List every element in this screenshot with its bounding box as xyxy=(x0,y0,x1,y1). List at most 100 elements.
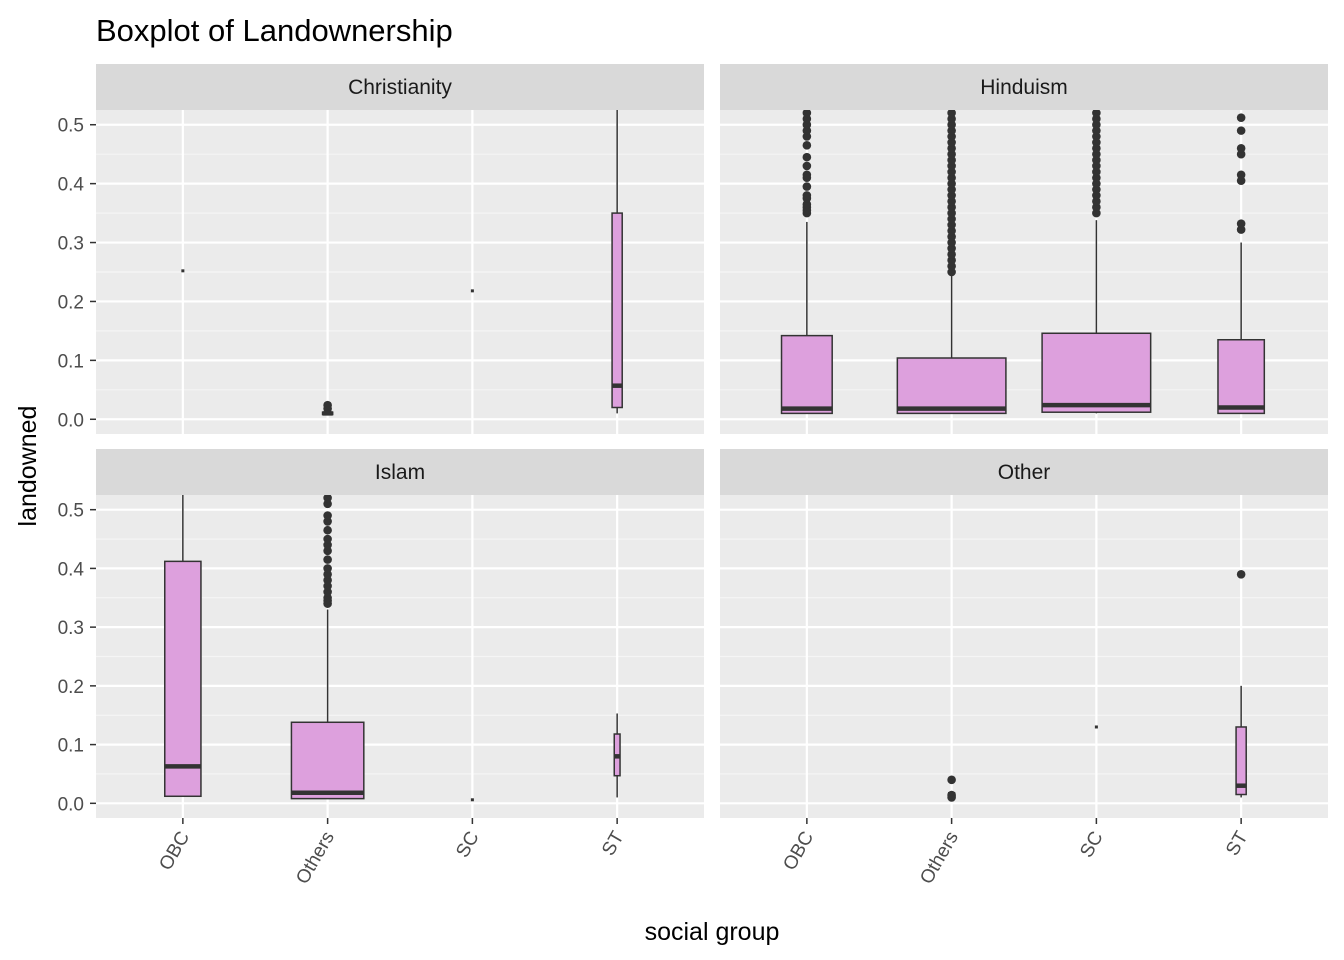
outlier-point xyxy=(947,132,956,141)
outlier-point xyxy=(802,126,812,135)
facet-panel-hinduism: Hinduism xyxy=(720,64,1328,434)
outlier-point xyxy=(323,534,332,544)
y-tick-label: 0.0 xyxy=(58,410,84,431)
single-value-mark xyxy=(470,798,474,802)
outlier-point xyxy=(802,161,812,171)
outlier-point xyxy=(947,114,956,124)
outlier-point xyxy=(802,141,812,150)
outlier-point xyxy=(1236,113,1246,122)
outlier-point xyxy=(948,110,955,112)
y-tick-label: 0.3 xyxy=(58,618,84,639)
outlier-point xyxy=(802,152,812,162)
outlier-point xyxy=(1092,132,1101,141)
outlier-point xyxy=(947,167,956,177)
y-tick-label: 0.0 xyxy=(58,794,84,815)
outlier-point xyxy=(323,555,332,564)
y-axis-title: landowned xyxy=(14,406,42,527)
outlier-point xyxy=(1236,149,1246,159)
outlier-point xyxy=(947,126,956,135)
x-tick-label: ST xyxy=(598,828,629,860)
y-tick-label: 0.3 xyxy=(58,234,84,255)
y-tick-label: 0.4 xyxy=(58,559,85,580)
outlier-point xyxy=(947,267,956,277)
outlier-point xyxy=(947,220,956,230)
outlier-point xyxy=(947,155,956,165)
x-tick-label: OBC xyxy=(779,828,818,874)
outlier-point xyxy=(323,525,332,535)
outlier-point xyxy=(947,226,956,236)
outlier-point xyxy=(947,173,956,183)
outlier-point xyxy=(1092,138,1101,147)
outlier-point xyxy=(1092,208,1101,218)
outlier-point xyxy=(947,110,956,118)
outlier-point xyxy=(1092,114,1101,124)
x-axis-title: social group xyxy=(645,918,780,946)
outlier-point xyxy=(1093,110,1100,112)
facet-panel-christianity: Christianity 0.0 0.1 0.2 0.3 0.4 0.5 xyxy=(58,64,704,434)
outlier-point xyxy=(947,143,956,153)
outlier-point xyxy=(323,495,332,503)
outlier-point xyxy=(947,191,956,200)
y-tick-label: 0.2 xyxy=(58,292,84,313)
outlier-point xyxy=(1236,225,1246,234)
outlier-point xyxy=(947,202,956,212)
box-others xyxy=(290,721,365,800)
outlier-point xyxy=(1092,110,1101,118)
outlier-point xyxy=(947,232,956,241)
box-sc xyxy=(1041,332,1152,413)
outlier-point xyxy=(1092,143,1101,153)
outlier-point xyxy=(1236,143,1246,153)
outlier-point xyxy=(802,182,812,191)
box-st xyxy=(611,212,623,409)
outlier-point xyxy=(1092,161,1101,171)
outlier-point xyxy=(803,110,810,112)
facet-panel-other: Other OBC Others SC ST xyxy=(720,449,1328,888)
facet-strip xyxy=(720,449,1328,495)
outlier-point xyxy=(1092,149,1101,159)
outlier-point xyxy=(947,214,956,224)
outlier-point xyxy=(947,149,956,159)
box-st xyxy=(1235,726,1247,796)
outlier-point xyxy=(802,120,812,130)
outlier-point xyxy=(1236,219,1246,228)
box-obc xyxy=(164,560,202,798)
panel-data-marks xyxy=(164,495,621,802)
outlier-point xyxy=(1092,155,1101,165)
single-value-mark xyxy=(181,269,185,273)
outlier-point xyxy=(947,179,956,188)
y-tick-label: 0.5 xyxy=(58,501,84,522)
facet-strip-label: Other xyxy=(998,461,1051,484)
outlier-point xyxy=(1236,176,1246,185)
outlier-point xyxy=(1092,191,1101,200)
y-tick-label: 0.2 xyxy=(58,677,84,698)
y-tick-label: 0.5 xyxy=(58,116,84,137)
panel-data-marks xyxy=(181,110,623,416)
single-value-mark xyxy=(1094,725,1098,729)
outlier-point xyxy=(323,564,332,573)
x-tick-label: SC xyxy=(452,828,483,861)
facet-strip xyxy=(96,64,704,110)
outlier-point xyxy=(1092,202,1101,212)
single-value-mark xyxy=(470,289,474,293)
outlier-point xyxy=(1092,173,1101,183)
x-tick-label: Others xyxy=(292,828,339,888)
outlier-point xyxy=(947,261,956,271)
outlier-point xyxy=(802,191,812,200)
outlier-point xyxy=(802,114,812,124)
outlier-point xyxy=(947,185,956,194)
y-tick-label: 0.1 xyxy=(58,351,84,372)
x-tick-label: OBC xyxy=(155,828,194,874)
facet-strip xyxy=(96,449,704,495)
box-others xyxy=(896,357,1007,415)
box-st xyxy=(1217,338,1266,415)
outlier-point xyxy=(1092,197,1101,206)
outlier-point xyxy=(1092,126,1101,135)
outlier-point xyxy=(802,170,812,180)
outlier-point xyxy=(1092,185,1101,194)
x-tick-label: ST xyxy=(1222,828,1253,860)
facet-strip xyxy=(720,64,1328,110)
box-obc xyxy=(780,334,833,415)
outlier-point xyxy=(802,132,812,141)
outlier-point xyxy=(947,238,956,247)
